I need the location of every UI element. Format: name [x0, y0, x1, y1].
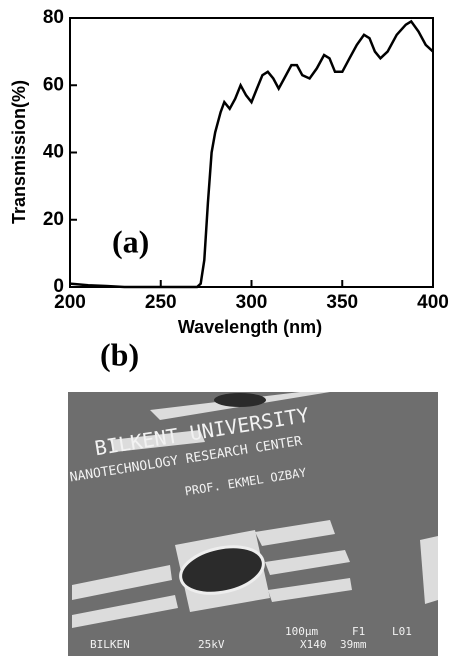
line — [69, 19, 434, 289]
image-footer-text: F1 — [352, 625, 365, 638]
x-tick-label: 200 — [54, 292, 86, 313]
x-tick-label: 250 — [145, 292, 177, 313]
x-tick-label: 400 — [417, 292, 449, 313]
image-footer-text: BILKEN — [90, 638, 130, 651]
x-axis-label: Wavelength (nm) — [178, 317, 322, 337]
image-footer-text: 39mm — [340, 638, 367, 651]
y-axis-label: Transmission(%) — [9, 80, 29, 224]
y-tick-label: 60 — [43, 74, 64, 95]
x-tick-label: 300 — [236, 292, 268, 313]
x-tick-label: 350 — [326, 292, 358, 313]
image-footer-text: L01 — [392, 625, 412, 638]
y-tick-label: 20 — [43, 209, 64, 230]
sem-image — [68, 392, 438, 656]
panel-label: (b) — [100, 336, 139, 372]
image-footer-text: 100μm — [285, 625, 318, 638]
y-tick-label: 0 — [53, 276, 64, 297]
panel-label: (a) — [112, 223, 149, 259]
y-tick-label: 40 — [43, 142, 64, 163]
image-footer-text: 25kV — [198, 638, 225, 651]
y-tick-label: 80 — [43, 7, 64, 28]
image-footer-text: X140 — [300, 638, 327, 651]
